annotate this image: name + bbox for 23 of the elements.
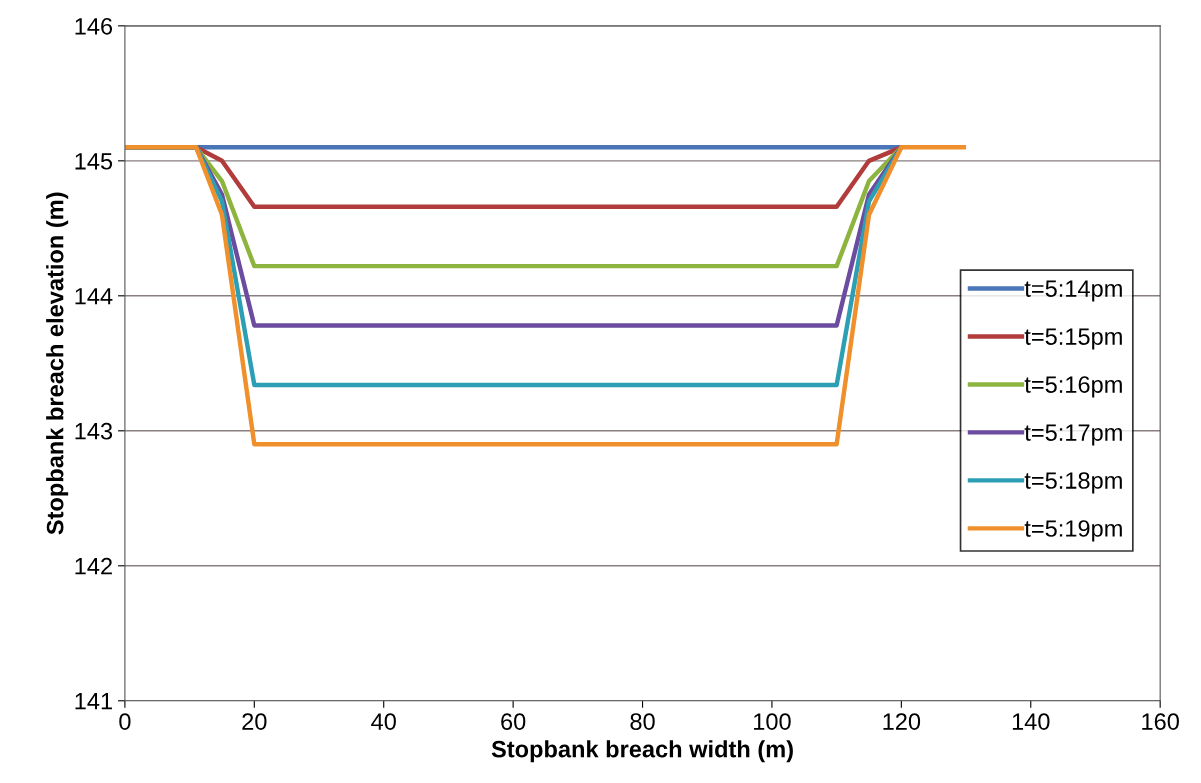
- y-tick-label: 141: [75, 693, 112, 710]
- x-axis-title: Stopbank breach width (m): [491, 740, 793, 763]
- y-tick-label: 146: [75, 17, 113, 35]
- y-tick-label: 143: [75, 422, 113, 440]
- y-axis-title: Stopbank breach elevation (m): [46, 192, 69, 535]
- x-tick-label: 20: [242, 713, 267, 730]
- x-tick-label: 140: [1012, 713, 1050, 730]
- legend-label: t=5:16pm: [1024, 376, 1122, 398]
- legend-label: t=5:19pm: [1024, 520, 1122, 542]
- x-tick-label: 120: [883, 713, 921, 730]
- y-tick-label: 144: [75, 288, 113, 305]
- legend-label: t=5:14pm: [1024, 280, 1122, 302]
- legend-label: t=5:18pm: [1024, 472, 1122, 494]
- x-tick-label: 40: [371, 713, 396, 730]
- x-tick-label: 60: [501, 713, 526, 730]
- x-tick-label: 80: [630, 713, 655, 730]
- x-tick-label: 100: [754, 713, 791, 730]
- legend-label: t=5:17pm: [1024, 424, 1122, 446]
- legend-label: t=5:15pm: [1024, 328, 1122, 350]
- x-tick-label: 0: [119, 713, 131, 730]
- x-tick-label: 160: [1142, 713, 1179, 730]
- y-tick-label: 142: [75, 557, 112, 575]
- y-tick-label: 145: [75, 153, 113, 170]
